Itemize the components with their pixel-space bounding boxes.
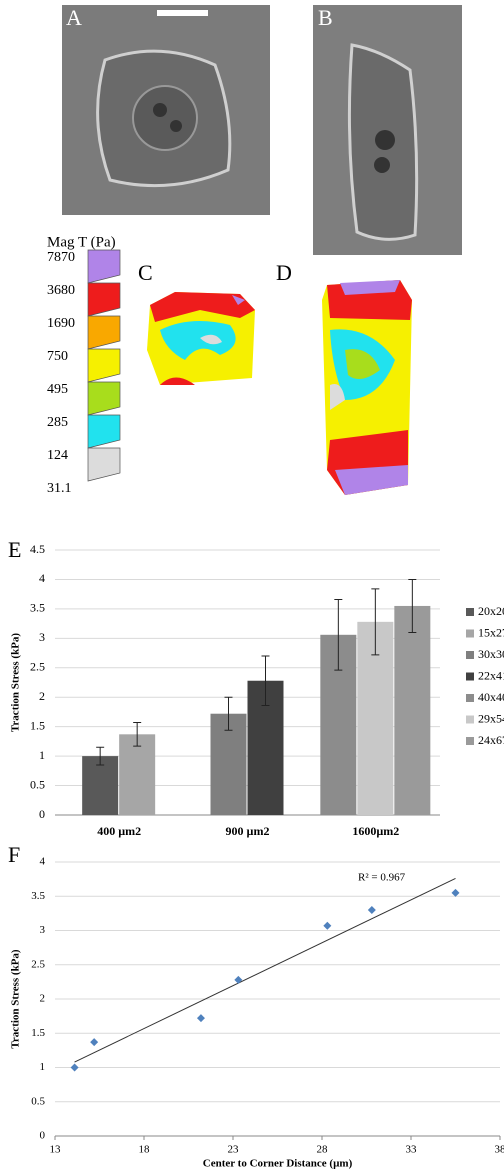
legend-label: 29x54: [478, 711, 504, 725]
legend-swatch: [466, 737, 474, 745]
trendline: [74, 877, 456, 1063]
colorbar-title: Mag T (Pa): [47, 234, 116, 250]
y-tick-label: 4: [40, 856, 46, 868]
y-axis-label: Traction Stress (kPa): [10, 949, 22, 1049]
x-tick-label: 23: [228, 1144, 240, 1156]
error-bar: [96, 746, 105, 766]
error-bar: [334, 598, 343, 671]
colorbar-swatch: [87, 381, 121, 416]
y-tick-label: 0.5: [30, 777, 45, 791]
y-tick-label: 3: [40, 924, 46, 936]
colorbar-label: 750: [47, 349, 68, 364]
colorbar-label: 1690: [47, 316, 75, 331]
data-point: [451, 888, 460, 897]
colorbar-swatch: [87, 249, 121, 284]
annotation: R² = 0.967: [358, 872, 406, 884]
colorbar-swatch: [87, 414, 121, 449]
data-point: [367, 905, 376, 914]
legend-swatch: [466, 694, 474, 702]
data-point: [70, 1063, 79, 1072]
x-tick-label: 18: [139, 1144, 151, 1156]
legend-swatch: [466, 651, 474, 659]
y-tick-label: 1: [40, 1061, 46, 1073]
error-bar: [261, 655, 270, 706]
y-tick-label: 2: [39, 689, 45, 703]
x-tick-label: 13: [50, 1144, 62, 1156]
colorbar-swatch: [87, 348, 121, 383]
y-tick-label: 3.5: [31, 890, 45, 902]
legend-label: 24x67: [478, 733, 504, 747]
panel-label: B: [318, 5, 333, 30]
y-tick-label: 0: [39, 807, 45, 821]
colorbar-label: 31.1: [47, 481, 72, 496]
error-bar: [224, 696, 233, 731]
y-tick-label: 0: [40, 1130, 46, 1142]
y-tick-label: 3: [39, 630, 45, 644]
y-tick-label: 1.5: [30, 718, 45, 732]
y-axis-label: Traction Stress (kPa): [10, 633, 22, 733]
y-tick-label: 2: [40, 993, 46, 1005]
legend-label: 40x40: [478, 690, 504, 704]
colorbar-swatch: [87, 447, 121, 482]
legend-swatch: [466, 608, 474, 616]
y-tick-label: 4.5: [30, 542, 45, 556]
panel-label: A: [66, 5, 82, 30]
error-bar: [371, 588, 380, 656]
panel-label: C: [138, 260, 153, 285]
cell-image-a: [62, 5, 270, 215]
y-tick-label: 1: [39, 748, 45, 762]
colorbar-swatch: [87, 282, 121, 317]
x-axis-label: Center to Corner Distance (µm): [203, 1158, 353, 1169]
bar: [119, 734, 156, 815]
colorbar-swatch: [87, 315, 121, 350]
data-point: [234, 975, 243, 984]
bar: [82, 756, 119, 815]
data-point: [90, 1038, 99, 1047]
error-bar: [408, 578, 417, 633]
error-bar: [133, 722, 142, 747]
x-tick-label: 28: [317, 1144, 329, 1156]
panel-label: E: [8, 537, 21, 562]
legend-swatch: [466, 629, 474, 638]
colorbar-label: 495: [47, 382, 68, 397]
colorbar-label: 124: [47, 448, 68, 463]
x-tick-label: 33: [406, 1144, 418, 1156]
data-point: [323, 921, 332, 930]
colorbar-label: 7870: [47, 250, 75, 265]
legend-label: 30x30: [478, 647, 504, 661]
legend-label: 15x27: [478, 625, 504, 639]
y-tick-label: 2.5: [30, 660, 45, 674]
y-tick-label: 4: [39, 571, 45, 585]
legend-swatch: [466, 715, 474, 724]
x-tick-label: 400 µm2: [97, 824, 141, 838]
y-tick-label: 0.5: [31, 1095, 45, 1107]
panel-label: F: [8, 842, 20, 867]
x-tick-label: 38: [495, 1144, 504, 1156]
bar: [394, 605, 431, 815]
colorbar-label: 3680: [47, 283, 75, 298]
cell-image-b: [313, 5, 462, 255]
traction-map-d: [322, 280, 412, 495]
legend-swatch: [466, 672, 474, 681]
x-tick-label: 1600µm2: [352, 824, 399, 838]
legend-label: 22x41: [478, 668, 504, 682]
panel-label: D: [276, 260, 292, 285]
legend-label: 20x20: [478, 604, 504, 618]
traction-map-c: [147, 292, 255, 385]
x-tick-label: 900 µm2: [226, 824, 270, 838]
y-tick-label: 2.5: [31, 958, 45, 970]
y-tick-label: 1.5: [31, 1027, 45, 1039]
data-point: [196, 1014, 205, 1023]
y-tick-label: 3.5: [30, 601, 45, 615]
colorbar-label: 285: [47, 415, 68, 430]
